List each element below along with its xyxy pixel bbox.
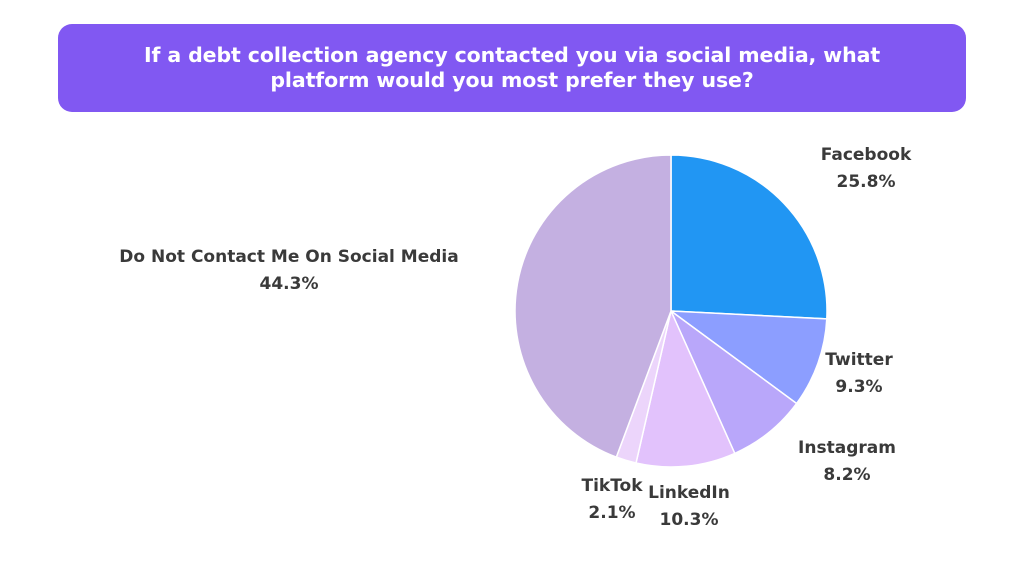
label-linkedin: LinkedIn 10.3% [648,480,730,534]
label-twitter: Twitter 9.3% [825,347,892,401]
label-tiktok-name: TikTok [581,476,643,496]
label-facebook-value: 25.8% [836,172,896,192]
label-instagram-value: 8.2% [823,465,871,485]
label-instagram: Instagram 8.2% [798,435,896,489]
label-linkedin-value: 10.3% [659,510,719,530]
label-twitter-name: Twitter [825,350,893,370]
chart-title-banner: If a debt collection agency contacted yo… [58,24,966,112]
label-twitter-value: 9.3% [835,377,883,397]
pie-slice-do-not-contact-me-on-social-media [514,154,672,459]
label-tiktok: TikTok 2.1% [581,473,642,527]
label-do-not-contact-name: Do Not Contact Me On Social Media [119,247,459,267]
label-linkedin-name: LinkedIn [648,483,730,503]
label-tiktok-value: 2.1% [588,503,636,523]
pie-slice-linkedin [635,308,736,468]
label-facebook: Facebook 25.8% [821,142,912,196]
label-instagram-name: Instagram [798,438,896,458]
pie-slice-facebook [670,154,828,320]
label-do-not-contact: Do Not Contact Me On Social Media 44.3% [119,244,458,298]
label-do-not-contact-value: 44.3% [259,274,319,294]
pie-slice-twitter [668,310,828,405]
chart-title: If a debt collection agency contacted yo… [143,43,881,92]
label-facebook-name: Facebook [820,145,912,165]
